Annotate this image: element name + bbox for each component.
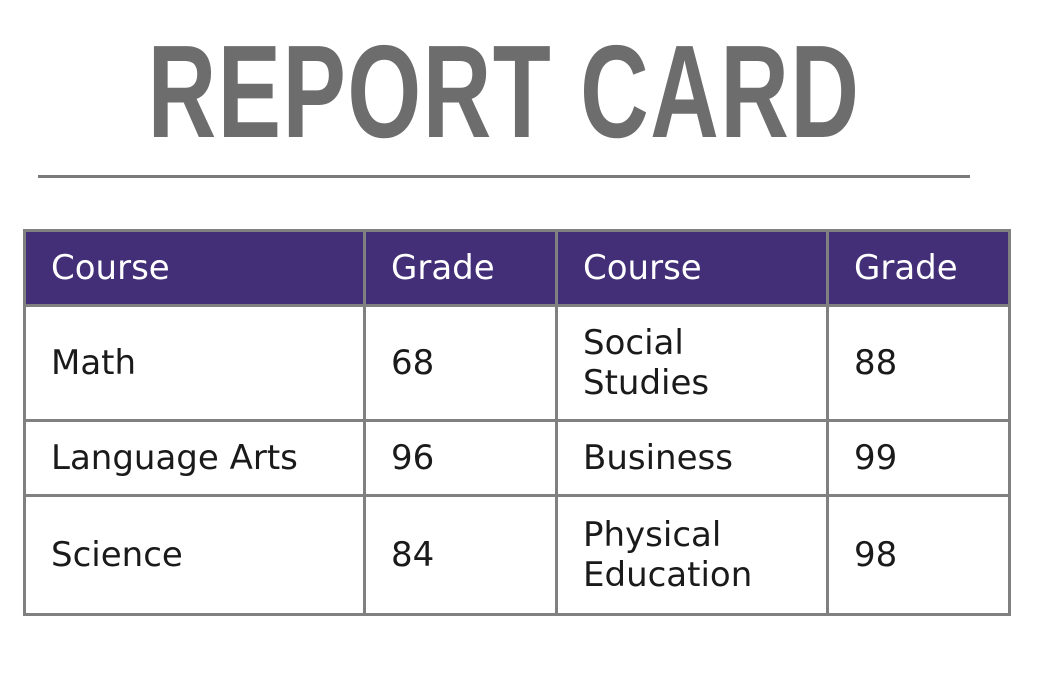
- course-cell: Science: [23, 494, 366, 616]
- course-cell: Business: [555, 419, 829, 497]
- table-row: Language Arts 96 Business 99: [23, 419, 1011, 497]
- title-divider: [38, 175, 970, 178]
- course-cell: Physical Education: [555, 494, 829, 616]
- grade-cell: 68: [363, 304, 558, 422]
- course-cell: Social Studies: [555, 304, 829, 422]
- column-header-course-left: Course: [23, 229, 366, 307]
- course-cell: Math: [23, 304, 366, 422]
- grade-cell: 88: [826, 304, 1011, 422]
- grades-table: Course Grade Course Grade Math 68 Social…: [23, 229, 1011, 616]
- table-row: Math 68 Social Studies 88: [23, 304, 1011, 422]
- grade-cell: 99: [826, 419, 1011, 497]
- course-label: Social Studies: [583, 323, 710, 403]
- table-row: Science 84 Physical Education 98: [23, 494, 1011, 616]
- grade-cell: 98: [826, 494, 1011, 616]
- grade-cell: 84: [363, 494, 558, 616]
- page-title: REPORT CARD: [147, 18, 861, 165]
- column-header-grade-right: Grade: [826, 229, 1011, 307]
- course-label: Physical Education: [583, 515, 753, 595]
- grade-cell: 96: [363, 419, 558, 497]
- table-header-row: Course Grade Course Grade: [23, 229, 1011, 307]
- course-cell: Language Arts: [23, 419, 366, 497]
- column-header-grade-left: Grade: [363, 229, 558, 307]
- column-header-course-right: Course: [555, 229, 829, 307]
